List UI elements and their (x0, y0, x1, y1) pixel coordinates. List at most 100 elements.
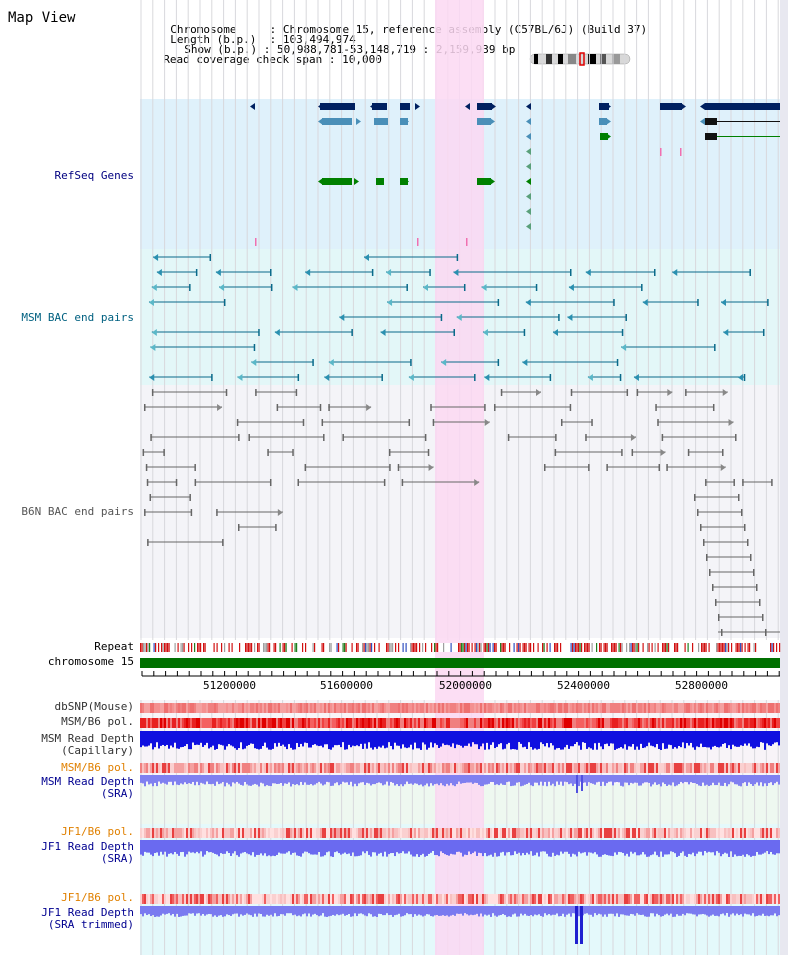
gene-feature (477, 103, 492, 110)
strand-arrow (526, 223, 531, 230)
track-label-msm-bac[interactable]: MSM BAC end pairs (21, 311, 134, 324)
strand-arrow (237, 374, 243, 381)
strand-arrow (453, 269, 459, 276)
strand-arrow (151, 329, 157, 336)
strand-arrow (404, 178, 409, 185)
strand-arrow (526, 193, 531, 200)
gene-feature (400, 178, 408, 185)
strand-arrow (484, 374, 490, 381)
track-label-jf1-depth-trimmed[interactable]: JF1 Read Depth (41, 906, 134, 919)
ruler-tick-label: 52000000 (439, 679, 492, 692)
track-label-jf1-depth-sra[interactable]: JF1 Read Depth (41, 840, 134, 853)
b6n-bac-track-bg (140, 385, 780, 638)
length-info: Length (b.p.) : 103,494,974 (170, 33, 356, 46)
page-title: Map View (8, 10, 76, 26)
strand-arrow (700, 103, 705, 110)
track-label-chromosome: chromosome 15 (47, 655, 134, 668)
strand-arrow (318, 118, 323, 125)
strand-arrow (387, 299, 393, 306)
strand-arrow (465, 103, 470, 110)
strand-arrow (324, 374, 330, 381)
strand-arrow (606, 103, 611, 110)
track-label-repeat[interactable]: Repeat (94, 640, 134, 653)
strand-arrow (552, 329, 558, 336)
track-label-jf1-depth-sra-sub: (SRA) (100, 852, 134, 865)
gene-feature (322, 178, 352, 185)
strand-arrow (366, 404, 372, 411)
track-label-msm-b6-pol[interactable]: MSM/B6 pol. (61, 715, 134, 728)
gene-feature (477, 178, 491, 185)
msm-sra-area-bg (140, 784, 780, 824)
strand-arrow (526, 148, 531, 155)
strand-arrow (305, 269, 311, 276)
strand-arrow (700, 118, 705, 125)
track-label-msm-depth-sra[interactable]: MSM Read Depth (41, 775, 134, 788)
strand-arrow (156, 269, 162, 276)
strand-arrow (568, 284, 574, 291)
strand-arrow (318, 103, 323, 110)
gene-feature (477, 118, 491, 125)
strand-arrow (356, 118, 361, 125)
coverage-label: Read coverage check span (163, 53, 323, 66)
ruler-tick-label: 52800000 (675, 679, 728, 692)
strand-arrow (456, 314, 462, 321)
strand-arrow (672, 269, 678, 276)
strand-arrow (404, 118, 409, 125)
strand-arrow (667, 389, 673, 396)
strand-arrow (428, 464, 434, 471)
strand-arrow (525, 299, 531, 306)
strand-arrow (408, 374, 414, 381)
strand-arrow (721, 299, 727, 306)
gene-feature (374, 118, 388, 125)
track-label-dbsnp[interactable]: dbSNP(Mouse) (54, 700, 134, 713)
track-label-refseq[interactable]: RefSeq Genes (54, 169, 134, 182)
track-label-jf1-b6-pol-2[interactable]: JF1/B6 pol. (61, 891, 134, 904)
strand-arrow (587, 374, 593, 381)
show-label: Show (b.p.) (184, 43, 258, 56)
strand-arrow (722, 389, 728, 396)
strand-arrow (251, 359, 257, 366)
strand-arrow (150, 344, 156, 351)
gene-feature (400, 118, 408, 125)
track-label-jf1-b6-pol[interactable]: JF1/B6 pol. (61, 825, 134, 838)
strand-arrow (215, 269, 221, 276)
strand-arrow (328, 359, 334, 366)
msm-bac-track-bg (140, 249, 780, 385)
strand-arrow (474, 479, 480, 486)
strand-arrow (526, 103, 531, 110)
strand-arrow (660, 449, 666, 456)
strand-arrow (277, 509, 283, 516)
gene-feature (599, 103, 609, 110)
length-value: 103,494,974 (282, 33, 356, 46)
strand-arrow (482, 329, 488, 336)
strand-arrow (153, 254, 159, 261)
strand-arrow (723, 329, 729, 336)
gene-feature (599, 118, 607, 125)
strand-arrow (370, 103, 375, 110)
strand-arrow (535, 389, 541, 396)
gene-feature (376, 178, 384, 185)
strand-arrow (526, 208, 531, 215)
strand-arrow (526, 178, 531, 185)
track-label-msm-b6-pol-2[interactable]: MSM/B6 pol. (61, 761, 134, 774)
track-label-msm-depth-capillary[interactable]: MSM Read Depth (41, 732, 134, 745)
gene-feature (660, 103, 682, 110)
strand-arrow (490, 178, 495, 185)
gene-feature (705, 103, 780, 110)
coverage-info: Read coverage check span : 10,000 (163, 53, 382, 66)
gene-feature (320, 103, 355, 110)
strand-arrow (441, 359, 447, 366)
track-label-b6n-bac[interactable]: B6N BAC end pairs (21, 505, 134, 518)
strand-arrow (526, 118, 531, 125)
chromosome-ideogram[interactable] (528, 52, 632, 66)
chromosome-label: Chromosome (170, 23, 237, 36)
gene-feature (400, 103, 410, 110)
refseq-track-bg (140, 99, 780, 249)
strand-arrow (318, 178, 323, 185)
selected-region-highlight (435, 0, 484, 955)
strand-arrow (363, 254, 369, 261)
chromosome-bar (140, 658, 780, 668)
strand-arrow (606, 118, 611, 125)
strand-arrow (728, 419, 734, 426)
